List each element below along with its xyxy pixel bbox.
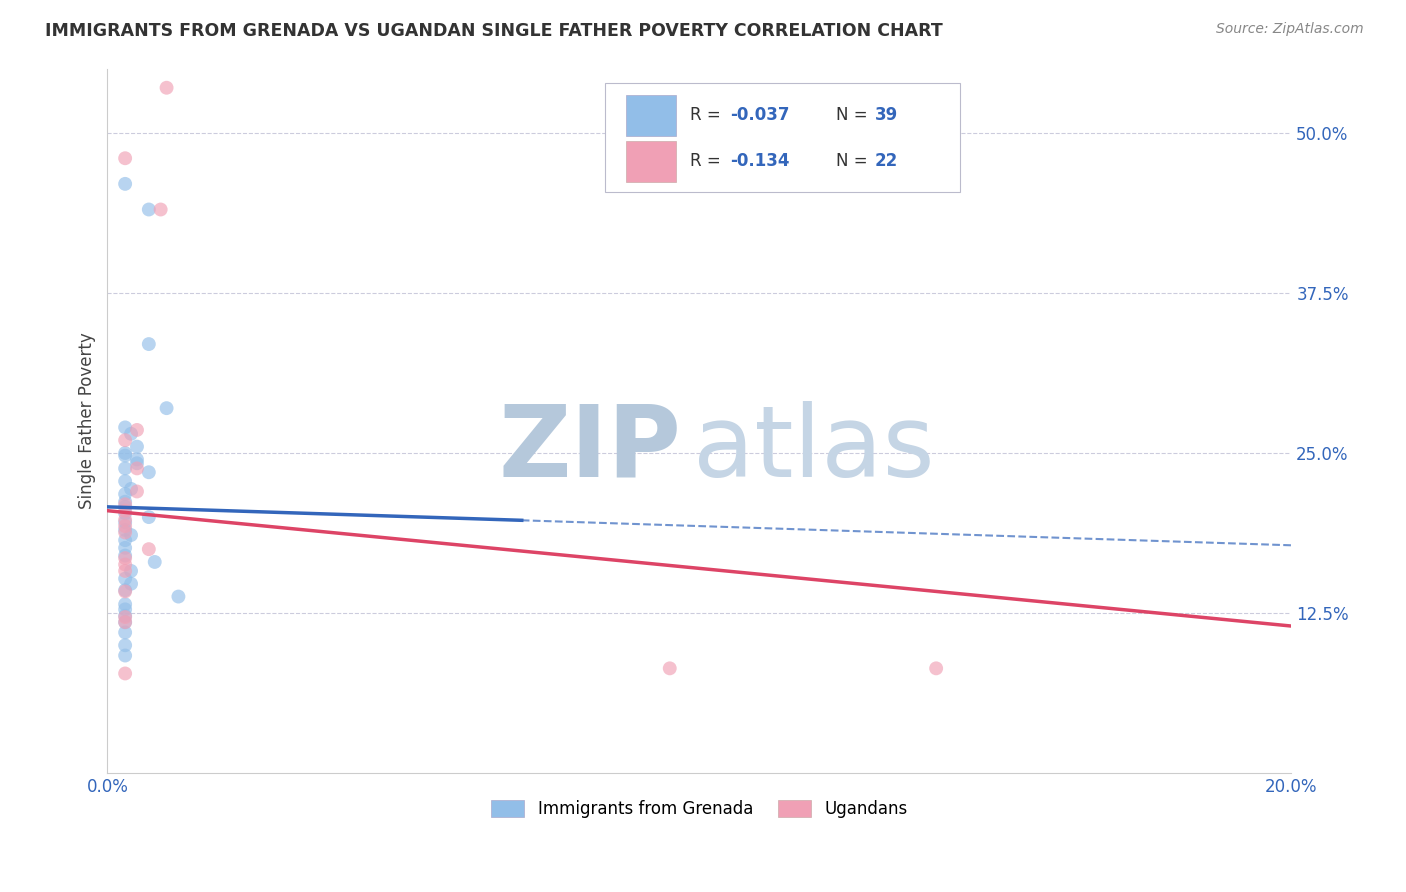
- Point: [114, 564, 136, 578]
- Point: [114, 541, 136, 555]
- Point: [125, 452, 148, 467]
- Point: [138, 202, 160, 217]
- Text: R =: R =: [690, 106, 725, 124]
- Point: [155, 401, 177, 416]
- Text: -0.037: -0.037: [730, 106, 790, 124]
- Point: [114, 533, 136, 548]
- Point: [138, 337, 160, 351]
- Point: [125, 484, 148, 499]
- Point: [114, 420, 136, 434]
- Point: [114, 525, 136, 540]
- Point: [114, 494, 136, 508]
- Point: [925, 661, 948, 675]
- Text: ZIP: ZIP: [499, 401, 682, 498]
- Text: 22: 22: [875, 153, 898, 170]
- Point: [114, 487, 136, 501]
- Y-axis label: Single Father Poverty: Single Father Poverty: [79, 333, 96, 509]
- Point: [114, 151, 136, 165]
- Point: [114, 500, 136, 514]
- Point: [114, 515, 136, 529]
- Point: [120, 482, 142, 496]
- Point: [138, 465, 160, 479]
- Point: [114, 519, 136, 533]
- Point: [138, 542, 160, 557]
- Point: [114, 504, 136, 518]
- Point: [125, 461, 148, 475]
- Point: [120, 576, 142, 591]
- Point: [114, 461, 136, 475]
- Point: [114, 177, 136, 191]
- Point: [143, 555, 166, 569]
- Point: [155, 80, 177, 95]
- Point: [114, 449, 136, 463]
- Point: [114, 433, 136, 447]
- Point: [120, 528, 142, 542]
- Text: -0.134: -0.134: [730, 153, 790, 170]
- Text: atlas: atlas: [693, 401, 935, 498]
- Point: [114, 506, 136, 520]
- Point: [138, 510, 160, 524]
- Point: [114, 572, 136, 586]
- Point: [114, 625, 136, 640]
- Point: [114, 608, 136, 623]
- Text: 39: 39: [875, 106, 898, 124]
- Point: [114, 583, 136, 598]
- Point: [114, 549, 136, 563]
- Legend: Immigrants from Grenada, Ugandans: Immigrants from Grenada, Ugandans: [484, 794, 914, 825]
- Point: [114, 446, 136, 460]
- Text: N =: N =: [835, 153, 872, 170]
- Point: [125, 423, 148, 437]
- Point: [114, 610, 136, 624]
- Point: [114, 597, 136, 611]
- Point: [120, 564, 142, 578]
- Text: IMMIGRANTS FROM GRENADA VS UGANDAN SINGLE FATHER POVERTY CORRELATION CHART: IMMIGRANTS FROM GRENADA VS UGANDAN SINGL…: [45, 22, 943, 40]
- Point: [658, 661, 681, 675]
- Point: [114, 551, 136, 566]
- Point: [114, 474, 136, 488]
- Point: [114, 615, 136, 630]
- Point: [114, 523, 136, 537]
- Text: N =: N =: [835, 106, 872, 124]
- Point: [120, 426, 142, 441]
- Point: [114, 513, 136, 527]
- Text: R =: R =: [690, 153, 725, 170]
- Point: [114, 584, 136, 599]
- FancyBboxPatch shape: [605, 83, 960, 192]
- Point: [114, 638, 136, 652]
- Text: Source: ZipAtlas.com: Source: ZipAtlas.com: [1216, 22, 1364, 37]
- Point: [125, 456, 148, 470]
- Point: [125, 440, 148, 454]
- Point: [114, 558, 136, 572]
- Point: [114, 602, 136, 616]
- Point: [114, 666, 136, 681]
- Bar: [626, 95, 676, 136]
- Point: [114, 648, 136, 663]
- Point: [114, 497, 136, 511]
- Bar: [626, 141, 676, 182]
- Point: [149, 202, 172, 217]
- Point: [114, 615, 136, 630]
- Point: [167, 590, 190, 604]
